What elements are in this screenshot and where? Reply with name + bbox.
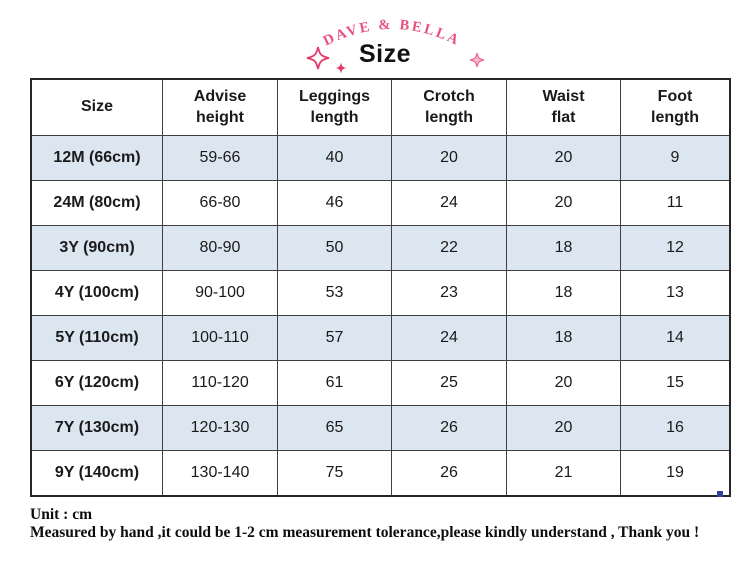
table-cell: 40 [277,135,392,181]
table-cell: 100-110 [162,315,278,361]
table-cell: 66-80 [162,180,278,226]
table-cell: 12M (66cm) [30,135,163,181]
table-cell: 9Y (140cm) [30,450,163,497]
table-row: 3Y (90cm) 80-90 50 22 18 12 [30,225,731,271]
table-cell: 61 [277,360,392,406]
table-cell: 23 [391,270,507,316]
table-cell: 20 [506,135,621,181]
table-cell: 80-90 [162,225,278,271]
column-header-crotch-length: Crotch length [391,78,507,136]
table-cell: 19 [620,450,731,497]
table-cell: 25 [391,360,507,406]
table-cell: 13 [620,270,731,316]
table-cell: 57 [277,315,392,361]
sparkle-icon [469,52,485,68]
table-cell: 5Y (110cm) [30,315,163,361]
table-cell: 26 [391,450,507,497]
table-row: 4Y (100cm) 90-100 53 23 18 13 [30,270,731,316]
tolerance-note: Measured by hand ,it could be 1-2 cm mea… [30,524,700,541]
table-cell: 9 [620,135,731,181]
table-row: 9Y (140cm) 130-140 75 26 21 19 [30,450,731,497]
table-row: 24M (80cm) 66-80 46 24 20 11 [30,180,731,226]
table-cell: 22 [391,225,507,271]
table-cell: 18 [506,315,621,361]
table-cell: 50 [277,225,392,271]
table-cell: 110-120 [162,360,278,406]
table-cell: 26 [391,405,507,451]
table-row: 6Y (120cm) 110-120 61 25 20 15 [30,360,731,406]
column-header-leggings-length: Leggings length [277,78,392,136]
table-cell: 90-100 [162,270,278,316]
table-cell: 6Y (120cm) [30,360,163,406]
table-cell: 20 [506,405,621,451]
table-cell: 59-66 [162,135,278,181]
page-title: Size [358,40,412,68]
table-row: 5Y (110cm) 100-110 57 24 18 14 [30,315,731,361]
table-cell: 46 [277,180,392,226]
table-cell: 16 [620,405,731,451]
table-cell: 18 [506,225,621,271]
column-header-foot-length: Foot length [620,78,731,136]
table-cell: 53 [277,270,392,316]
table-row: 7Y (130cm) 120-130 65 26 20 16 [30,405,731,451]
table-cell: 65 [277,405,392,451]
table-cell: 24M (80cm) [30,180,163,226]
table-cell: 3Y (90cm) [30,225,163,271]
table-cell: 14 [620,315,731,361]
table-cell: 7Y (130cm) [30,405,163,451]
table-row: 12M (66cm) 59-66 40 20 20 9 [30,135,731,181]
table-cell: 20 [506,360,621,406]
selection-handle [717,491,723,497]
column-header-size: Size [30,78,163,136]
table-cell: 130-140 [162,450,278,497]
table-cell: 4Y (100cm) [30,270,163,316]
table-cell: 21 [506,450,621,497]
table-cell: 24 [391,180,507,226]
sparkle-icon [306,46,330,70]
column-header-waist-flat: Waist flat [506,78,621,136]
table-cell: 11 [620,180,731,226]
table-cell: 24 [391,315,507,361]
table-cell: 18 [506,270,621,316]
unit-note: Unit : cm [30,506,92,523]
table-cell: 20 [391,135,507,181]
table-cell: 15 [620,360,731,406]
sparkle-icon [335,62,347,74]
size-table: Size Advise height Leggings length Crotc… [30,78,731,497]
column-header-advise-height: Advise height [162,78,278,136]
table-cell: 120-130 [162,405,278,451]
header-row: Size Advise height Leggings length Crotc… [30,78,731,136]
brand-header-graphic: DAVE & BELLA [306,17,485,74]
table-cell: 12 [620,225,731,271]
table-cell: 20 [506,180,621,226]
table-cell: 75 [277,450,392,497]
